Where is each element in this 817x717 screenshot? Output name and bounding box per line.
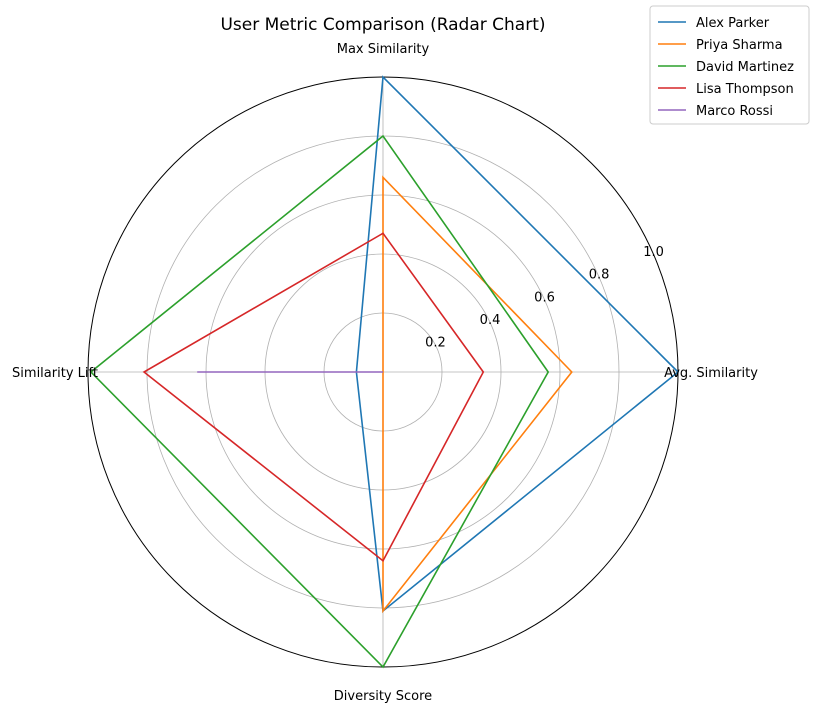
radial-tick-labels: 0.2 0.4 0.6 0.8 1.0: [425, 245, 664, 350]
r-tick-label-4: 1.0: [643, 245, 664, 260]
r-tick-label-3: 0.8: [589, 268, 610, 283]
legend-label-3: Lisa Thompson: [696, 82, 794, 97]
legend-label-1: Priya Sharma: [696, 38, 783, 53]
series-line-3: [142, 232, 485, 563]
legend-label-4: Marco Rossi: [696, 104, 773, 119]
r-tick-label-1: 0.4: [480, 313, 501, 328]
series-line-2: [89, 134, 550, 669]
series-line-0: [355, 75, 680, 613]
legend-label-2: David Martinez: [696, 60, 794, 75]
legend: Alex Parker Priya Sharma David Martinez Lis…: [649, 5, 810, 125]
axis-label-2: Similarity Lift: [12, 366, 98, 381]
axis-label-1: Max Similarity: [337, 42, 430, 57]
chart-title: User Metric Comparison (Radar Chart): [220, 15, 545, 35]
r-tick-label-2: 0.6: [534, 290, 555, 305]
axis-label-0: Avg. Similarity: [664, 366, 758, 381]
legend-label-0: Alex Parker: [696, 16, 770, 31]
r-tick-label-0: 0.2: [425, 335, 446, 350]
axis-label-3: Diversity Score: [334, 689, 432, 704]
axis-labels: Avg. Similarity Max Similarity Similarity …: [12, 42, 758, 704]
series-line-1: [382, 175, 573, 614]
radar-series: [89, 75, 680, 669]
legend-box: [649, 5, 810, 125]
